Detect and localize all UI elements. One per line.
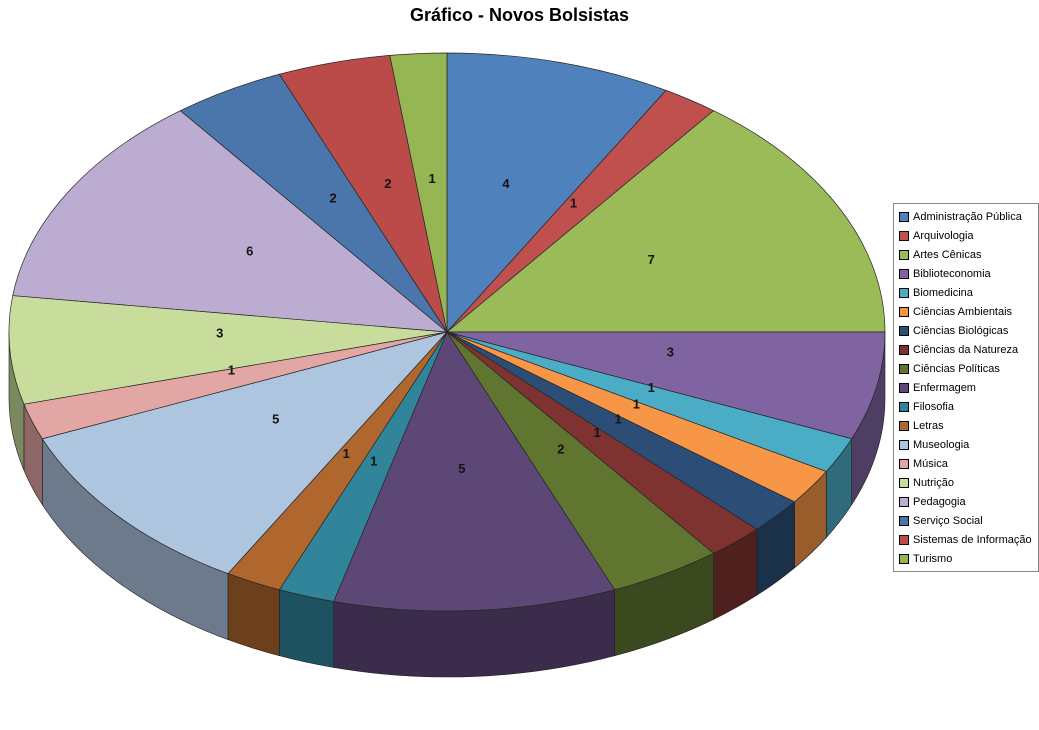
legend-swatch — [899, 458, 909, 469]
slice-value-label: 1 — [570, 195, 577, 210]
legend-swatch — [899, 401, 909, 412]
legend-item: Enfermagem — [896, 378, 1036, 397]
legend: Administração Pública Arquivologia Artes C… — [893, 203, 1039, 572]
legend-swatch — [899, 211, 909, 222]
slice-value-label: 2 — [384, 176, 391, 191]
legend-label: Biblioteconomia — [913, 267, 991, 280]
pie-slice — [389, 52, 448, 333]
legend-label: Ciências Ambientais — [913, 305, 1013, 318]
legend-label: Arquivologia — [913, 229, 974, 242]
legend-swatch — [899, 477, 909, 488]
slice-value-label: 3 — [216, 325, 223, 340]
legend-swatch — [899, 325, 909, 336]
slice-value-label: 1 — [228, 363, 235, 378]
pie-slice — [446, 52, 667, 333]
legend-label: Nutrição — [913, 476, 954, 489]
pie-slice — [12, 110, 449, 333]
legend-label: Música — [913, 457, 948, 470]
legend-label: Artes Cênicas — [913, 248, 982, 261]
legend-label: Serviço Social — [913, 514, 983, 527]
legend-swatch — [899, 287, 909, 298]
slice-value-label: 1 — [370, 453, 377, 468]
pie-slice — [333, 331, 616, 612]
legend-item: Serviço Social — [896, 511, 1036, 530]
legend-item: Nutrição — [896, 473, 1036, 492]
slice-value-label: 2 — [557, 442, 564, 457]
legend-swatch — [899, 382, 909, 393]
legend-item: Biblioteconomia — [896, 264, 1036, 283]
legend-swatch — [899, 496, 909, 507]
legend-swatch — [899, 553, 909, 564]
slice-value-label: 5 — [458, 461, 465, 476]
legend-swatch — [899, 306, 909, 317]
legend-swatch — [899, 420, 909, 431]
legend-label: Turismo — [913, 552, 953, 565]
legend-label: Enfermagem — [913, 381, 976, 394]
chart-title: Gráfico - Novos Bolsistas — [409, 5, 630, 25]
slice-value-label: 4 — [502, 176, 510, 191]
legend-swatch — [899, 268, 909, 279]
legend-item: Ciências Ambientais — [896, 302, 1036, 321]
legend-label: Administração Pública — [913, 210, 1022, 223]
slice-value-label: 3 — [667, 344, 674, 359]
slice-value-label: 1 — [594, 425, 601, 440]
legend-item: Ciências da Natureza — [896, 340, 1036, 359]
legend-swatch — [899, 363, 909, 374]
legend-item: Arquivologia — [896, 226, 1036, 245]
legend-swatch — [899, 249, 909, 260]
legend-item: Museologia — [896, 435, 1036, 454]
legend-item: Administração Pública — [896, 207, 1036, 226]
legend-item: Artes Cênicas — [896, 245, 1036, 264]
slice-value-label: 1 — [343, 446, 350, 461]
legend-swatch — [899, 515, 909, 526]
pie-slice — [446, 331, 886, 440]
legend-item: Letras — [896, 416, 1036, 435]
pie-slice — [8, 295, 448, 405]
legend-label: Pedagogia — [913, 495, 966, 508]
slice-value-label: 1 — [633, 397, 640, 412]
slice-value-label: 1 — [615, 412, 622, 427]
slice-value-label: 7 — [648, 252, 655, 267]
legend-swatch — [899, 230, 909, 241]
legend-item: Ciências Políticas — [896, 359, 1036, 378]
legend-label: Filosofia — [913, 400, 954, 413]
legend-label: Ciências da Natureza — [913, 343, 1019, 356]
legend-label: Ciências Políticas — [913, 362, 1000, 375]
slice-value-label: 6 — [246, 243, 253, 258]
legend-item: Sistemas de Informação — [896, 530, 1036, 549]
slice-value-label: 1 — [428, 171, 435, 186]
pie-slice-side — [279, 589, 334, 668]
legend-swatch — [899, 439, 909, 450]
slice-value-label: 2 — [330, 190, 337, 205]
legend-label: Ciências Biológicas — [913, 324, 1009, 337]
legend-label: Letras — [913, 419, 944, 432]
legend-item: Música — [896, 454, 1036, 473]
legend-item: Biomedicina — [896, 283, 1036, 302]
legend-label: Museologia — [913, 438, 970, 451]
legend-swatch — [899, 534, 909, 545]
legend-item: Pedagogia — [896, 492, 1036, 511]
slice-value-label: 5 — [272, 412, 279, 427]
legend-swatch — [899, 344, 909, 355]
legend-label: Biomedicina — [913, 286, 973, 299]
legend-item: Ciências Biológicas — [896, 321, 1036, 340]
legend-item: Turismo — [896, 549, 1036, 568]
legend-label: Sistemas de Informação — [913, 533, 1032, 546]
legend-item: Filosofia — [896, 397, 1036, 416]
slice-value-label: 1 — [648, 380, 655, 395]
pie-slice — [41, 331, 449, 575]
pie-slice — [446, 110, 886, 333]
